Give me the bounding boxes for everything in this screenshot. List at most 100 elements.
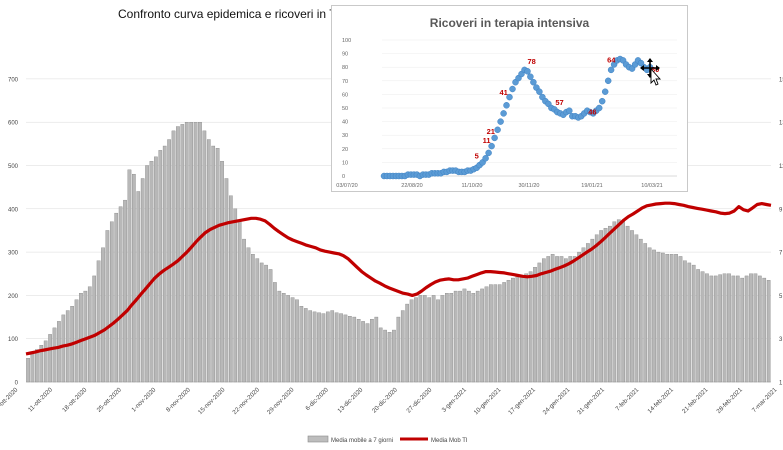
- bar: [537, 262, 542, 383]
- bar: [145, 165, 149, 383]
- bar: [559, 256, 564, 383]
- bar: [237, 221, 242, 383]
- x-tick-label: 3-gen-2021: [441, 386, 469, 414]
- bar: [277, 290, 282, 383]
- inset-point: [536, 88, 543, 95]
- bar: [101, 247, 105, 383]
- x-tick-label: 20-dic-2020: [371, 386, 399, 414]
- bar: [586, 243, 590, 383]
- bar: [343, 314, 348, 383]
- bar: [83, 290, 88, 383]
- bar: [506, 280, 511, 383]
- bar: [471, 293, 476, 383]
- bar: [61, 314, 66, 383]
- inset-point: [491, 134, 498, 142]
- move-cursor-icon: [640, 58, 662, 86]
- bar: [193, 122, 198, 383]
- bar: [766, 280, 771, 383]
- y-tick-label-left: 100: [8, 337, 19, 343]
- inset-chart-title: Ricoveri in terapia intensiva: [429, 16, 590, 30]
- bar: [445, 293, 449, 383]
- bar: [308, 310, 313, 383]
- bar: [264, 264, 268, 383]
- inset-annotation: 21: [487, 127, 495, 136]
- bar: [608, 225, 612, 383]
- bar: [524, 273, 529, 383]
- inset-point: [530, 78, 537, 86]
- bar: [427, 297, 432, 383]
- bar: [370, 319, 374, 383]
- bar: [599, 230, 603, 383]
- bar: [233, 208, 238, 383]
- x-tick-label: 29-nov-2020: [266, 386, 296, 416]
- x-axis: 4-ott-2020 11-ott-2020 18-ott-2020 25-ott-2…: [0, 386, 779, 416]
- bar: [251, 254, 255, 383]
- inset-x-tick-label: 30/11/20: [518, 183, 539, 189]
- x-tick-label: 4-ott-2020: [0, 386, 20, 411]
- legend-line-label: Media Mob TI: [431, 438, 468, 444]
- bar: [546, 256, 551, 383]
- bar: [383, 329, 387, 383]
- bar: [325, 311, 330, 383]
- bar: [35, 349, 39, 383]
- x-tick-label: 11-ott-2020: [27, 386, 54, 413]
- inset-y-tick-label: 100: [342, 38, 351, 44]
- x-tick-label: 28-feb-2021: [715, 386, 744, 415]
- bar: [661, 252, 665, 383]
- y-tick-label-left: 200: [8, 294, 19, 300]
- bar: [696, 269, 700, 383]
- bar: [497, 284, 502, 383]
- inset-annotation: 78: [527, 57, 535, 66]
- bar: [405, 303, 409, 383]
- bar: [123, 199, 127, 383]
- bar: [480, 288, 484, 383]
- x-tick-label: 8-nov-2020: [165, 386, 192, 413]
- bar: [96, 260, 101, 383]
- bar: [687, 262, 692, 383]
- legend-bar-swatch: [307, 435, 329, 443]
- inset-y-tick-label: 30: [342, 133, 348, 139]
- bar: [683, 260, 687, 383]
- inset-annotation: 5: [475, 151, 479, 160]
- y-tick-label-left: 700: [8, 77, 19, 83]
- y-tick-label-right: 13: [779, 121, 783, 127]
- inset-y-tick-label: 10: [342, 160, 348, 166]
- bar: [114, 212, 119, 383]
- y-tick-label-right: 9: [779, 207, 783, 213]
- y-tick-label-right: 3: [779, 337, 783, 343]
- bar: [312, 311, 317, 383]
- inset-annotation: 46: [588, 108, 596, 117]
- bar: [158, 150, 163, 383]
- bar: [268, 269, 273, 383]
- bar: [718, 274, 722, 383]
- bar: [321, 313, 326, 383]
- bar: [52, 327, 57, 383]
- bar: [79, 293, 83, 383]
- bar: [528, 271, 533, 383]
- bar: [440, 295, 445, 383]
- bar: [422, 295, 427, 383]
- bar: [352, 316, 357, 383]
- legend-bar-label: Media mobile a 7 giorni: [331, 438, 393, 444]
- bar: [572, 256, 577, 383]
- inset-chart-svg: 0 10 20 30 40 50 60 70 80 90 100 03/07/20 22/08/20 1…: [336, 38, 677, 189]
- bar: [361, 321, 365, 383]
- inset-y-axis: 0 10 20 30 40 50 60 70 80 90 100: [342, 38, 351, 180]
- inset-annotation: 11: [483, 136, 491, 145]
- bar: [762, 277, 767, 383]
- inset-y-tick-label: 90: [342, 52, 348, 58]
- inset-y-tick-label: 0: [342, 174, 345, 180]
- bar: [665, 254, 670, 383]
- y-tick-label-left: 600: [8, 121, 19, 127]
- bar: [652, 249, 656, 383]
- bar: [176, 126, 180, 383]
- inset-point: [497, 118, 504, 125]
- y-tick-label-right: 7: [779, 251, 783, 257]
- bar: [409, 299, 414, 383]
- bar: [612, 221, 617, 383]
- x-tick-label: 7-mar-2021: [751, 386, 779, 414]
- bar: [26, 358, 30, 383]
- inset-y-tick-label: 70: [342, 79, 348, 85]
- bar: [674, 254, 678, 383]
